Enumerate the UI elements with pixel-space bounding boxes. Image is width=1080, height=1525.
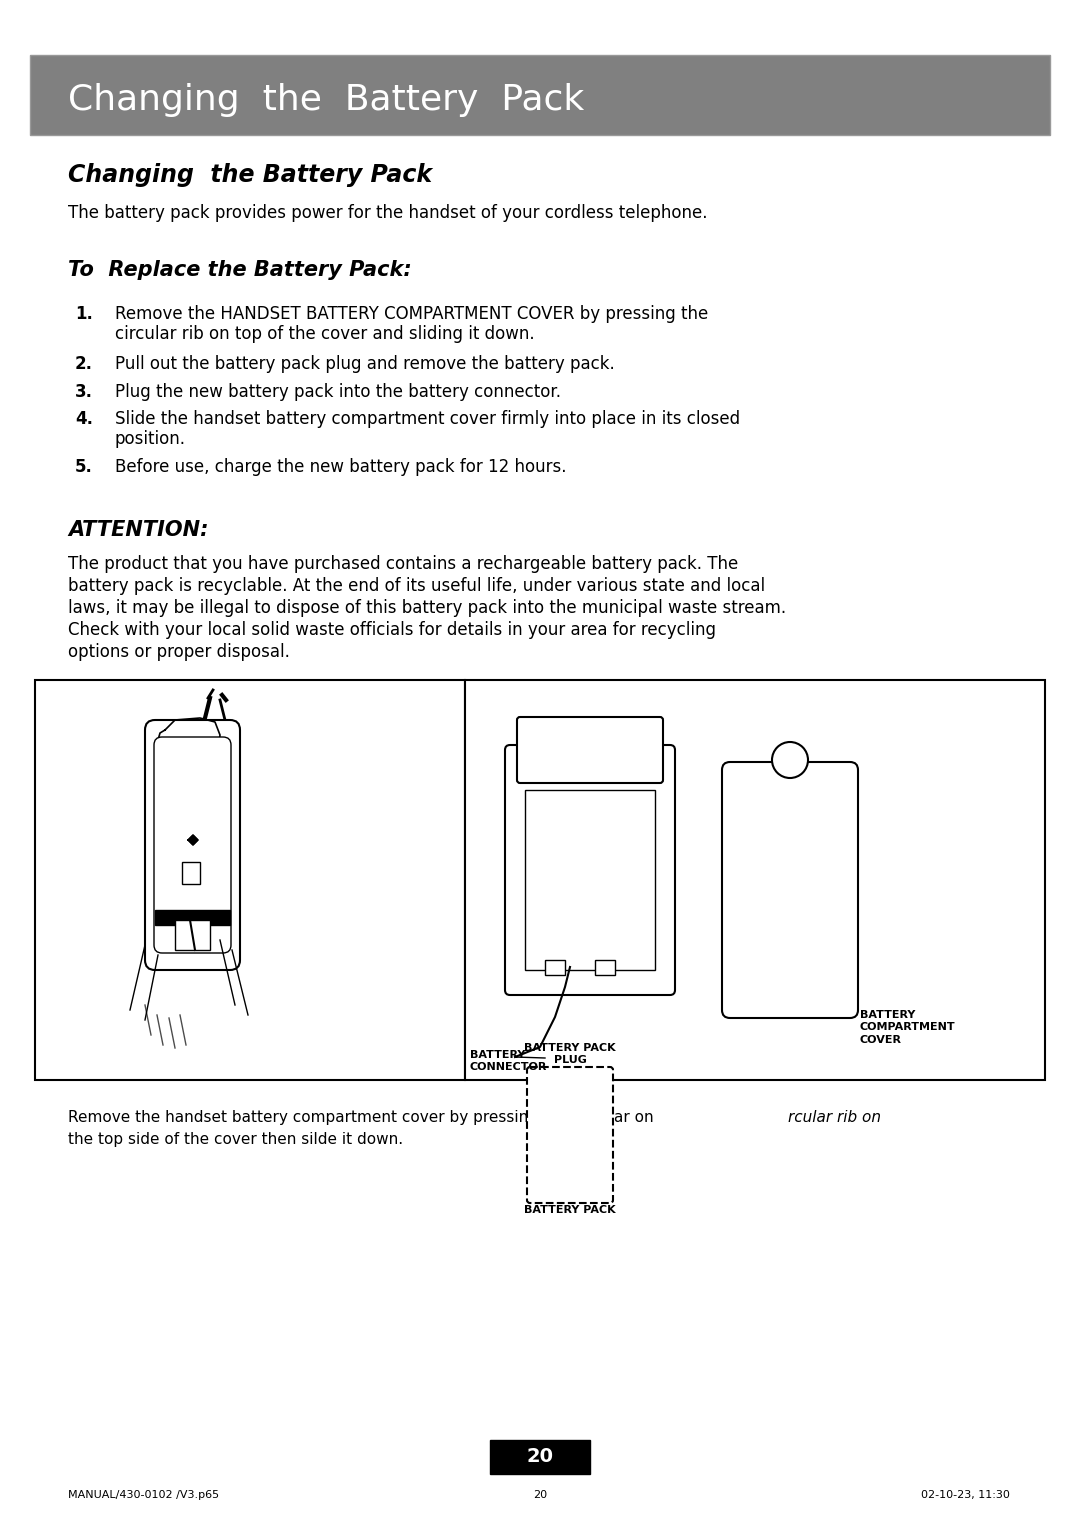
Text: 1.: 1. (75, 305, 93, 323)
Text: battery pack is recyclable. At the end of its useful life, under various state a: battery pack is recyclable. At the end o… (68, 576, 765, 595)
Text: Remove the HANDSET BATTERY COMPARTMENT COVER by pressing the: Remove the HANDSET BATTERY COMPARTMENT C… (114, 305, 708, 323)
Text: Before use, charge the new battery pack for 12 hours.: Before use, charge the new battery pack … (114, 458, 567, 476)
Text: Changing  the  Battery  Pack: Changing the Battery Pack (68, 82, 584, 117)
Text: ATTENTION:: ATTENTION: (68, 520, 208, 540)
Text: The product that you have purchased contains a rechargeable battery pack. The: The product that you have purchased cont… (68, 555, 739, 573)
Bar (175, 920, 210, 950)
Text: Remove the handset battery compartment cover by pressing the circular on: Remove the handset battery compartment c… (68, 1110, 663, 1125)
Polygon shape (188, 836, 198, 845)
FancyBboxPatch shape (505, 746, 675, 994)
FancyBboxPatch shape (30, 55, 1050, 136)
Text: position.: position. (114, 430, 186, 448)
Bar (595, 961, 615, 974)
Bar (490, 1440, 590, 1475)
Bar (545, 961, 565, 974)
Text: Check with your local solid waste officials for details in your area for recycli: Check with your local solid waste offici… (68, 621, 716, 639)
Text: rcular rib on: rcular rib on (788, 1110, 886, 1125)
FancyBboxPatch shape (154, 737, 231, 953)
Text: 02-10-23, 11:30: 02-10-23, 11:30 (921, 1490, 1010, 1501)
Text: 20: 20 (532, 1490, 548, 1501)
Text: Pull out the battery pack plug and remove the battery pack.: Pull out the battery pack plug and remov… (114, 355, 615, 374)
Text: 5.: 5. (75, 458, 93, 476)
Text: BATTERY PACK
PLUG: BATTERY PACK PLUG (524, 1043, 616, 1064)
Text: To  Replace the Battery Pack:: To Replace the Battery Pack: (68, 259, 411, 281)
Text: Slide the handset battery compartment cover firmly into place in its closed: Slide the handset battery compartment co… (114, 410, 740, 429)
Text: 2.: 2. (75, 355, 93, 374)
Text: 20: 20 (527, 1447, 554, 1467)
FancyBboxPatch shape (723, 762, 858, 1019)
Polygon shape (158, 718, 220, 762)
Text: 3.: 3. (75, 383, 93, 401)
Bar (35, 680, 465, 1080)
Text: 4.: 4. (75, 410, 93, 429)
Text: MANUAL/430-0102 /V3.p65: MANUAL/430-0102 /V3.p65 (68, 1490, 219, 1501)
Text: laws, it may be illegal to dispose of this battery pack into the municipal waste: laws, it may be illegal to dispose of th… (68, 599, 786, 618)
Text: BATTERY
CONNECTOR: BATTERY CONNECTOR (470, 1051, 548, 1072)
Bar (465, 680, 1045, 1080)
Text: Changing  the Battery Pack: Changing the Battery Pack (68, 163, 432, 188)
Text: BATTERY PACK: BATTERY PACK (524, 1205, 616, 1215)
Bar (183, 862, 200, 884)
FancyBboxPatch shape (527, 1068, 613, 1203)
Text: options or proper disposal.: options or proper disposal. (68, 644, 289, 660)
Text: BATTERY
COMPARTMENT
COVER: BATTERY COMPARTMENT COVER (860, 1010, 956, 1045)
Text: The battery pack provides power for the handset of your cordless telephone.: The battery pack provides power for the … (68, 204, 707, 223)
Bar (525, 790, 654, 970)
Text: Remove the handset battery compartment cover by pressing the circular on: Remove the handset battery compartment c… (68, 1110, 663, 1125)
Bar (156, 910, 230, 926)
Text: circular rib on top of the cover and sliding it down.: circular rib on top of the cover and sli… (114, 325, 535, 343)
FancyBboxPatch shape (145, 720, 240, 970)
Text: the top side of the cover then silde it down.: the top side of the cover then silde it … (68, 1132, 403, 1147)
Circle shape (772, 743, 808, 778)
Text: Plug the new battery pack into the battery connector.: Plug the new battery pack into the batte… (114, 383, 561, 401)
FancyBboxPatch shape (517, 717, 663, 782)
